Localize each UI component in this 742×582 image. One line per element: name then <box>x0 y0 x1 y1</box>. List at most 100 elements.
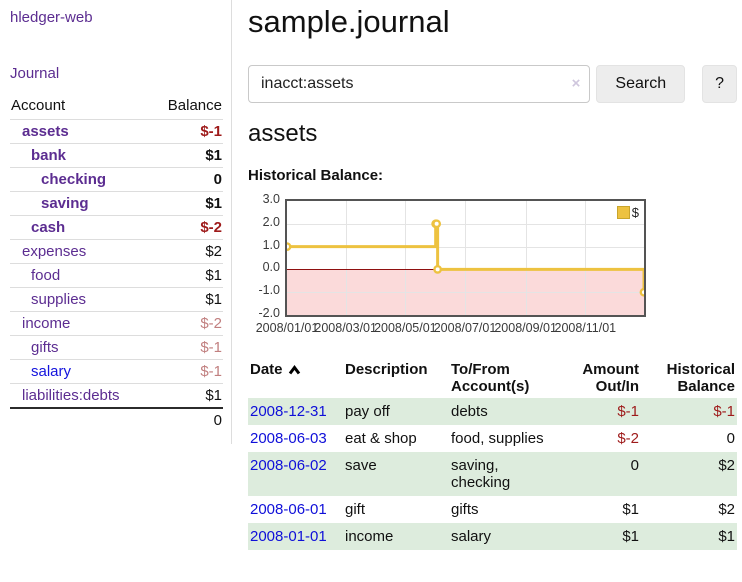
y-axis-tick-label: -2.0 <box>258 306 280 320</box>
legend-label: $ <box>631 205 639 220</box>
app-brand-link[interactable]: hledger-web <box>10 9 93 26</box>
register-col-date[interactable]: Date <box>248 358 345 398</box>
transaction-accounts: saving, checking <box>451 452 563 496</box>
transaction-amount: $-1 <box>563 398 641 425</box>
account-row: checking 0 <box>10 167 223 192</box>
transaction-accounts: food, supplies <box>451 430 544 447</box>
x-axis-tick-label: 2008/09/01 <box>494 321 557 335</box>
account-link-bank[interactable]: bank <box>31 147 67 164</box>
register-col-accounts: To/From Account(s) <box>451 361 530 395</box>
account-column-header: Account <box>11 97 66 114</box>
account-row: food $1 <box>10 263 223 288</box>
account-link-saving[interactable]: saving <box>41 195 89 212</box>
account-balance: $-1 <box>151 119 223 144</box>
account-tree-table: Account Balance assets $-1 bank $1 check… <box>10 95 223 432</box>
y-axis-tick-label: 3.0 <box>262 192 280 206</box>
register-header-row: Date Description To/From Account(s) Amou… <box>248 358 737 398</box>
register-table: Date Description To/From Account(s) Amou… <box>248 358 737 550</box>
account-balance: $2 <box>151 239 223 264</box>
account-total-row: 0 <box>10 407 223 432</box>
account-row: saving $1 <box>10 191 223 216</box>
account-balance: $-2 <box>151 215 223 240</box>
account-row: expenses $2 <box>10 239 223 264</box>
account-row: liabilities:debts $1 <box>10 383 223 408</box>
register-col-description: Description <box>345 361 428 378</box>
register-row: 2008-06-02 save saving, checking 0 $2 <box>248 452 737 496</box>
help-button[interactable]: ? <box>702 65 737 103</box>
register-col-amount: Amount Out/In <box>582 361 639 395</box>
transaction-description: income <box>345 523 451 550</box>
transaction-amount: 0 <box>563 452 641 496</box>
account-link-liabilities-debts[interactable]: liabilities:debts <box>22 387 120 404</box>
balance-column-header: Balance <box>167 97 222 114</box>
transaction-description: eat & shop <box>345 430 417 447</box>
date-header-label: Date <box>250 361 283 378</box>
register-row: 2008-01-01 income salary $1 $1 <box>248 523 737 550</box>
register-col-balance: Historical Balance <box>666 361 735 395</box>
transaction-date-link[interactable]: 2008-06-01 <box>250 501 327 518</box>
transaction-date-link[interactable]: 2008-12-31 <box>250 403 327 420</box>
sidebar-item-journal[interactable]: Journal <box>10 65 60 82</box>
transaction-date-link[interactable]: 2008-06-02 <box>250 457 327 474</box>
accounts-total: 0 <box>151 407 223 432</box>
account-link-assets[interactable]: assets <box>22 123 69 140</box>
account-row: supplies $1 <box>10 287 223 312</box>
clear-search-icon[interactable]: × <box>571 75 581 92</box>
account-link-supplies[interactable]: supplies <box>31 291 87 308</box>
account-link-gifts[interactable]: gifts <box>31 339 59 356</box>
account-row: salary $-1 <box>10 359 223 384</box>
account-link-expenses[interactable]: expenses <box>22 243 87 260</box>
account-balance: 0 <box>151 167 223 192</box>
transaction-balance: $2 <box>641 452 737 496</box>
x-axis-tick-label: 2008/11/01 <box>554 321 617 335</box>
transaction-amount: $1 <box>622 501 639 518</box>
account-link-food[interactable]: food <box>31 267 61 284</box>
transaction-amount: $-2 <box>617 430 639 447</box>
account-balance: $1 <box>151 143 223 168</box>
account-row: assets $-1 <box>10 119 223 144</box>
transaction-date-link[interactable]: 2008-06-03 <box>250 430 327 447</box>
account-tree-header: Account Balance <box>10 95 223 120</box>
sidebar: hledger-web Journal Account Balance asse… <box>0 0 232 444</box>
x-axis-tick-label: 2008/07/01 <box>433 321 497 335</box>
search-box: × <box>248 65 591 103</box>
account-row: income $-2 <box>10 311 223 336</box>
chart: $ 3.0 2.0 1.0 0.0 -1.0 -2.0 2008/01/01 2008/03/… <box>248 192 737 336</box>
transaction-accounts: gifts <box>451 501 479 518</box>
transaction-balance: $1 <box>641 523 737 550</box>
transaction-accounts: salary <box>451 523 563 550</box>
search-input[interactable] <box>248 65 591 103</box>
chart-legend: $ <box>614 204 641 221</box>
y-axis-tick-label: 0.0 <box>262 260 280 275</box>
legend-swatch <box>616 206 630 219</box>
search-button[interactable]: Search <box>596 65 686 103</box>
register-row: 2008-06-03 eat & shop food, supplies $-2… <box>248 425 737 452</box>
account-row: cash $-2 <box>10 215 223 240</box>
transaction-description: pay off <box>345 398 451 425</box>
y-axis-tick-label: 2.0 <box>262 214 280 229</box>
y-axis-tick-label: -1.0 <box>258 283 280 298</box>
account-link-checking[interactable]: checking <box>41 171 107 188</box>
register-row: 2008-06-01 gift gifts $1 $2 <box>248 496 737 523</box>
account-link-income[interactable]: income <box>22 315 71 332</box>
register-row: 2008-12-31 pay off debts $-1 $-1 <box>248 398 737 425</box>
x-axis-tick-label: 2008/05/01 <box>374 321 437 335</box>
account-balance: $1 <box>151 263 223 288</box>
transaction-description: save <box>345 452 451 496</box>
transaction-description: gift <box>345 501 366 518</box>
transaction-accounts: debts <box>451 398 563 425</box>
account-row: gifts $-1 <box>10 335 223 360</box>
main-content: sample.journal × Search ? assets Histori… <box>232 0 742 582</box>
sort-ascending-icon <box>288 365 300 375</box>
x-axis-tick-label: 2008/01/01 <box>255 321 319 335</box>
account-balance: $-1 <box>151 335 223 360</box>
account-balance: $1 <box>151 191 223 216</box>
chart-title: Historical Balance: <box>248 167 384 184</box>
account-row: bank $1 <box>10 143 223 168</box>
account-link-salary[interactable]: salary <box>31 363 72 380</box>
transaction-date-link[interactable]: 2008-01-01 <box>250 528 327 545</box>
account-link-cash[interactable]: cash <box>31 219 66 236</box>
chart-plot-area: $ <box>285 199 646 317</box>
x-axis-tick-label: 2008/03/01 <box>314 321 377 335</box>
y-axis-tick-label: 1.0 <box>262 237 280 252</box>
